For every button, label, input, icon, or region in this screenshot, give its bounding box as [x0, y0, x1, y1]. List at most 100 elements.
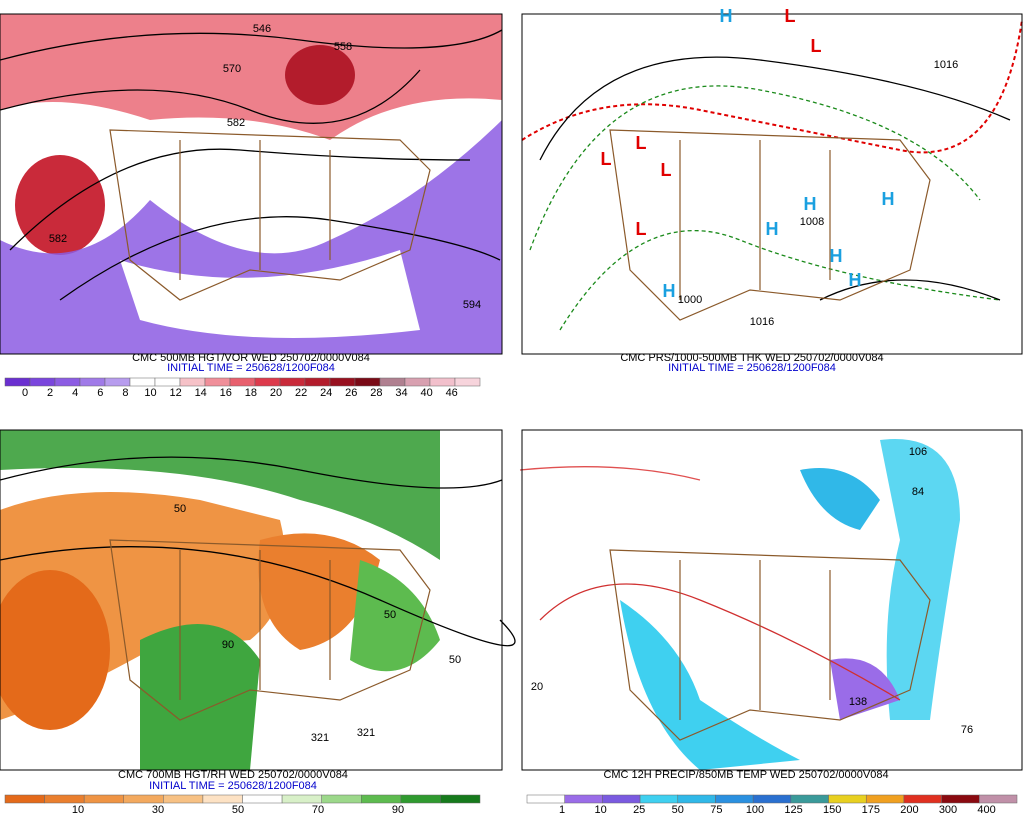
pressure-center: H [882, 189, 895, 209]
colorbar-swatch [229, 377, 256, 387]
map-precip [519, 429, 1023, 771]
colorbar-label: 26 [345, 387, 357, 399]
colorbar-label: 6 [97, 387, 103, 399]
contour-label: 50 [449, 654, 461, 666]
panel-title: CMC 700MB HGT/RH WED 250702/0000V084 [118, 769, 348, 781]
colorbar-label: 50 [672, 804, 684, 816]
pressure-center: H [766, 219, 779, 239]
colorbar-swatch [29, 377, 56, 387]
colorbar-swatch [104, 377, 131, 387]
colorbar-label: 22 [295, 387, 307, 399]
colorbar-swatch [379, 377, 406, 387]
colorbar-swatch [715, 794, 754, 804]
pressure-center: H [849, 270, 862, 290]
contour-label: 1016 [934, 59, 958, 71]
pressure-center: L [661, 160, 672, 180]
colorbar-swatch [979, 794, 1018, 804]
map-prs-thk [521, 13, 1023, 355]
colorbar-swatch [54, 377, 81, 387]
colorbar-swatch [828, 794, 867, 804]
colorbar-label: 4 [72, 387, 78, 399]
contour-label: 90 [222, 639, 234, 651]
colorbar-swatch [202, 794, 243, 804]
panel-title: CMC 12H PRECIP/850MB TEMP WED 250702/000… [603, 769, 888, 781]
contour-label: 558 [334, 41, 352, 53]
colorbar-swatch [254, 377, 281, 387]
colorbar-swatch [83, 794, 124, 804]
map-700mb [0, 429, 516, 771]
colorbar-swatch [677, 794, 716, 804]
colorbar-label: 200 [900, 804, 918, 816]
colorbar-swatch [903, 794, 942, 804]
colorbar-swatch [163, 794, 204, 804]
colorbar-label: 70 [312, 804, 324, 816]
colorbar-label: 40 [420, 387, 432, 399]
pressure-center: L [811, 36, 822, 56]
colorbar-label: 18 [245, 387, 257, 399]
colorbar-swatch [204, 377, 231, 387]
panel-subtitle: INITIAL TIME = 250628/1200F084 [668, 362, 836, 374]
colorbar-swatch [154, 377, 181, 387]
colorbar-label: 28 [370, 387, 382, 399]
colorbar-swatch [602, 794, 641, 804]
contour-label: 20 [531, 681, 543, 693]
colorbar-label: 2 [47, 387, 53, 399]
colorbar-label: 1 [559, 804, 565, 816]
colorbar-label: 400 [977, 804, 995, 816]
colorbar-swatch [281, 794, 322, 804]
contour-label: 50 [384, 609, 396, 621]
contour-label: 1016 [750, 316, 774, 328]
colorbar-label: 14 [195, 387, 207, 399]
contour-label: 50 [174, 503, 186, 515]
colorbar-swatch [321, 794, 362, 804]
map-500mb [0, 13, 503, 355]
colorbar-swatch [440, 794, 481, 804]
panel-subtitle: INITIAL TIME = 250628/1200F084 [167, 362, 335, 374]
pressure-center: H [663, 281, 676, 301]
colorbar-swatch [123, 794, 164, 804]
contour-label: 321 [357, 727, 375, 739]
colorbar-label: 12 [169, 387, 181, 399]
contour-label: 1008 [800, 216, 824, 228]
colorbar-swatch [329, 377, 356, 387]
colorbar-swatch [44, 794, 85, 804]
colorbar-label: 20 [270, 387, 282, 399]
colorbar-label: 100 [746, 804, 764, 816]
colorbar-label: 10 [594, 804, 606, 816]
contour-label: 570 [223, 63, 241, 75]
colorbar-swatch [454, 377, 481, 387]
contour-label: 582 [49, 233, 67, 245]
pressure-center: L [636, 219, 647, 239]
colorbar-swatch [361, 794, 402, 804]
pressure-center: L [785, 6, 796, 26]
contour-label: 106 [909, 446, 927, 458]
colorbar-swatch [564, 794, 603, 804]
colorbar-label: 125 [784, 804, 802, 816]
contour-label: 321 [311, 732, 329, 744]
colorbar-swatch [429, 377, 456, 387]
colorbar-swatch [404, 377, 431, 387]
colorbar-label: 24 [320, 387, 332, 399]
colorbar-label: 75 [710, 804, 722, 816]
colorbar-label: 150 [823, 804, 841, 816]
contour-label: 546 [253, 23, 271, 35]
colorbar-label: 0 [22, 387, 28, 399]
colorbar-swatch [790, 794, 829, 804]
colorbar-label: 10 [144, 387, 156, 399]
colorbar-swatch [639, 794, 679, 804]
contour-label: 76 [961, 724, 973, 736]
colorbar-swatch [179, 377, 206, 387]
colorbar-swatch [4, 794, 45, 804]
contour-label: 582 [227, 117, 245, 129]
colorbar-swatch [304, 377, 331, 387]
colorbar-label: 300 [939, 804, 957, 816]
colorbar-swatch [354, 377, 381, 387]
pressure-center: L [601, 149, 612, 169]
pressure-center: H [720, 6, 733, 26]
colorbar-label: 50 [232, 804, 244, 816]
contour-label: 84 [912, 486, 924, 498]
colorbar-label: 10 [72, 804, 84, 816]
colorbar-swatch [242, 794, 283, 804]
colorbar-swatch [400, 794, 441, 804]
